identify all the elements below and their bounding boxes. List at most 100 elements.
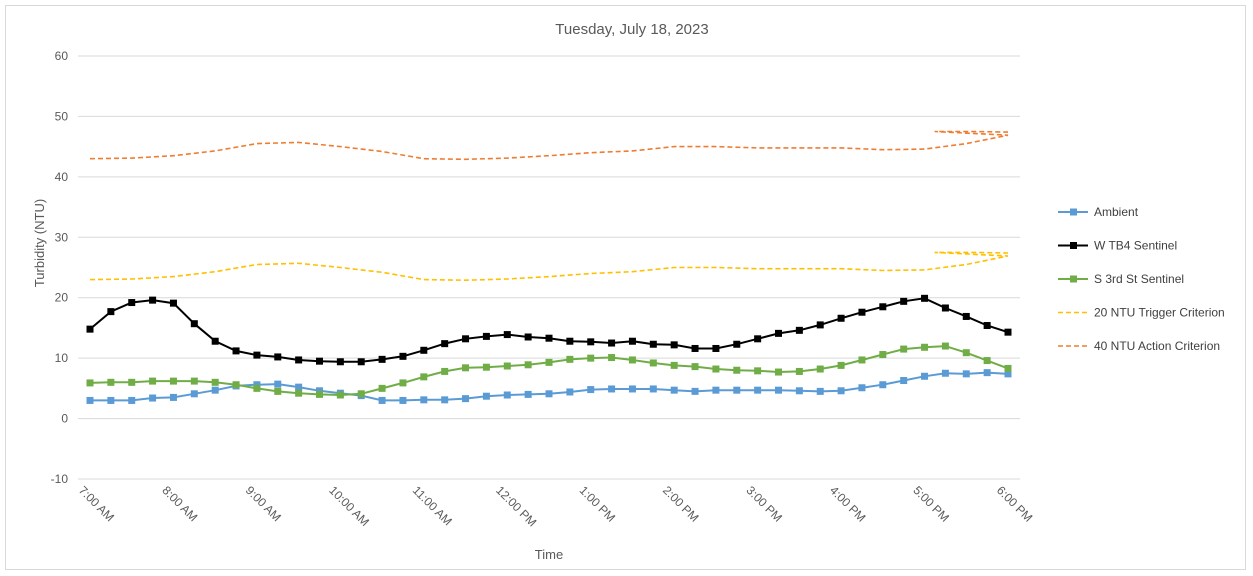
x-tick-label: 4:00 PM (827, 483, 869, 525)
data-point (524, 361, 532, 369)
legend-label: Ambient (1094, 205, 1139, 219)
data-point (86, 379, 94, 387)
data-point (503, 331, 511, 339)
data-point (962, 370, 970, 378)
data-point (545, 358, 553, 366)
data-point (712, 365, 720, 373)
x-tick-label: 8:00 AM (159, 483, 200, 524)
data-point (754, 335, 762, 343)
data-point (983, 357, 991, 365)
data-point (211, 337, 219, 345)
data-point (691, 344, 699, 352)
y-tick-label: 30 (55, 230, 69, 244)
data-point (608, 339, 616, 347)
data-point (378, 396, 386, 404)
data-point (858, 384, 866, 392)
x-tick-label: 11:00 AM (410, 483, 455, 528)
data-point (921, 294, 929, 302)
data-point (983, 322, 991, 330)
data-point (733, 386, 741, 394)
data-point (900, 345, 908, 353)
data-point (232, 347, 240, 355)
data-point (503, 391, 511, 399)
data-point (900, 377, 908, 385)
data-point (816, 387, 824, 395)
data-point (921, 372, 929, 380)
data-point (441, 340, 449, 348)
data-point (274, 387, 282, 395)
data-point (587, 338, 595, 346)
x-axis-title: Time (535, 547, 563, 562)
data-point (879, 351, 887, 359)
data-point (107, 308, 115, 316)
data-point (462, 364, 470, 372)
data-point (649, 385, 657, 393)
data-point (941, 342, 949, 350)
data-point (253, 381, 261, 389)
data-point (795, 387, 803, 395)
data-point (190, 320, 198, 328)
data-point (754, 367, 762, 375)
data-point (879, 303, 887, 311)
data-point (754, 386, 762, 394)
legend: Ambient W TB4 Sentinel S 3rd St Sentinel 20… (1058, 205, 1225, 353)
data-point (566, 337, 574, 345)
series-line-3 (89, 251, 1009, 282)
data-point (816, 365, 824, 373)
data-point (482, 392, 490, 400)
x-tick-label: 7:00 AM (76, 483, 117, 524)
chart-frame: Tuesday, July 18, 2023 -10 0 10 20 30 40 50 60 … (5, 5, 1246, 570)
legend-label: W TB4 Sentinel (1094, 239, 1177, 253)
data-point (190, 390, 198, 398)
data-point (128, 299, 136, 307)
x-tick-label: 10:00 AM (326, 483, 372, 529)
data-point (128, 378, 136, 386)
data-point (295, 389, 303, 397)
data-point (858, 356, 866, 364)
data-point (86, 325, 94, 333)
data-point (253, 351, 261, 359)
data-point (1004, 328, 1012, 336)
y-tick-label: 0 (61, 412, 68, 426)
data-point (649, 359, 657, 367)
data-point (86, 396, 94, 404)
data-point (1004, 364, 1012, 372)
data-point (775, 329, 782, 337)
series-line-1 (89, 297, 1009, 363)
data-point (733, 366, 741, 374)
data-point (190, 377, 198, 385)
data-point (336, 358, 344, 366)
data-point (670, 341, 678, 349)
data-point (274, 353, 282, 361)
data-point (941, 369, 949, 377)
data-point (962, 312, 970, 320)
x-tick-label: 6:00 PM (994, 483, 1036, 525)
data-point (211, 386, 219, 394)
data-point (628, 337, 636, 345)
y-tick-label: 40 (55, 170, 69, 184)
y-tick-label: 20 (55, 291, 69, 305)
data-point (232, 381, 240, 389)
data-point (962, 349, 970, 357)
data-point (378, 355, 386, 363)
data-point (357, 390, 365, 398)
x-tick-label: 12:00 PM (493, 483, 539, 529)
data-point (712, 386, 720, 394)
data-point (524, 333, 532, 341)
data-point (816, 321, 824, 329)
data-point (608, 354, 616, 362)
data-point (628, 356, 636, 364)
y-tick-label: -10 (51, 472, 69, 486)
data-point (524, 390, 532, 398)
data-point (691, 387, 699, 395)
series-line-4 (89, 130, 1009, 161)
data-point (941, 304, 949, 312)
y-axis-ticks: -10 0 10 20 30 40 50 60 (51, 49, 69, 486)
x-tick-label: 5:00 PM (910, 483, 952, 525)
data-point (211, 378, 219, 386)
data-point (441, 367, 449, 375)
data-point (420, 396, 428, 404)
data-point (253, 384, 261, 392)
data-point (587, 386, 595, 394)
data-point (378, 384, 386, 392)
